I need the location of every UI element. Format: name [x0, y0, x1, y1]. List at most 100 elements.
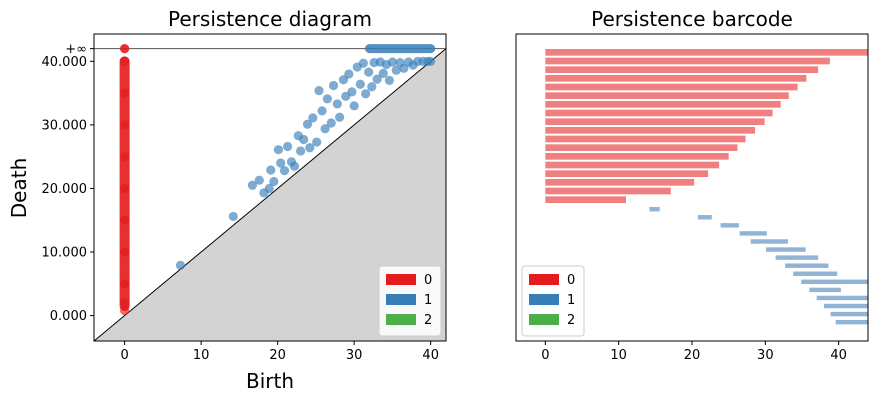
diagram-title: Persistence diagram — [168, 7, 372, 31]
diagram-x-tick-label-3: 30 — [346, 348, 363, 363]
barcode-legend-label-1: 1 — [567, 293, 575, 308]
barcode-bar-dim1-13 — [830, 311, 868, 317]
diagram-y-tick-label-2: 20.000 — [42, 182, 88, 197]
barcode-bar-dim0-2 — [545, 66, 819, 73]
barcode-bar-dim0-11 — [545, 144, 738, 151]
diagram-point-dim1-17 — [302, 119, 313, 129]
diagram-legend-swatch-1 — [386, 294, 416, 305]
barcode-legend-label-0: 0 — [567, 273, 575, 288]
barcode-bar-dim1-7 — [785, 263, 829, 268]
barcode-x-tick-label-0: 0 — [541, 348, 549, 363]
barcode-title: Persistence barcode — [591, 7, 793, 31]
diagram-y-tick-label-4: 40.000 — [42, 55, 88, 70]
diagram-point-dim1-23 — [320, 124, 330, 134]
diagram-legend-label-2: 2 — [424, 313, 432, 328]
barcode-bar-dim0-0 — [545, 49, 868, 56]
barcode-bar-dim1-1 — [697, 215, 712, 220]
barcode-bar-dim0-3 — [545, 75, 807, 82]
diagram-point-dim1-1 — [228, 211, 238, 222]
diagram-point-dim0-0 — [120, 305, 130, 316]
barcode-bar-dim1-5 — [766, 247, 806, 252]
diagram-point-dim0-3 — [120, 247, 130, 257]
diagram-y-tick-label-infinity: +∞ — [65, 42, 87, 57]
diagram-point-dim1-45 — [384, 75, 394, 85]
diagram-y-tick-label-0: 0.000 — [50, 309, 87, 324]
barcode-legend-swatch-1 — [529, 294, 559, 305]
diagram-y-axis-label: Death — [7, 158, 31, 218]
diagram-point-dim1-18 — [305, 143, 315, 153]
diagram-point-dim1-32 — [347, 87, 357, 97]
diagram-point-dim0-8 — [120, 88, 130, 98]
barcode-x-tick-label-1: 10 — [610, 348, 627, 363]
barcode-bar-dim0-4 — [545, 83, 798, 91]
barcode-bar-dim0-1 — [545, 57, 830, 65]
diagram-point-dim1-2 — [247, 180, 257, 190]
diagram-y-tick-label-3: 30.000 — [42, 118, 88, 133]
diagram-point-dim1-16 — [299, 134, 309, 145]
barcode-bar-dim0-14 — [545, 170, 709, 177]
diagram-point-dim1-6 — [266, 165, 276, 175]
diagram-point-dim1-41 — [372, 74, 382, 84]
diagram-point-dim1-3 — [254, 175, 264, 185]
barcode-x-tick-label-3: 30 — [757, 348, 774, 363]
diagram-point-dim1-43 — [378, 68, 388, 79]
barcode-bar-dim0-9 — [545, 127, 756, 134]
barcode-bar-dim1-2 — [720, 223, 739, 228]
barcode-legend-label-2: 2 — [567, 313, 575, 328]
diagram-x-tick-label-2: 20 — [269, 348, 286, 363]
diagram-point-dim1-47 — [391, 65, 401, 75]
diagram-point-dim1-55 — [426, 56, 436, 66]
diagram-point-dim1-27 — [332, 99, 342, 109]
diagram-point-dim1-13 — [289, 161, 300, 171]
barcode-bar-dim1-3 — [739, 231, 767, 236]
diagram-point-dim0-6 — [120, 152, 130, 162]
diagram-point-dim1-20 — [312, 137, 322, 147]
diagram-point-dim1-33 — [349, 101, 359, 111]
diagram-x-tick-label-0: 0 — [120, 348, 128, 363]
diagram-point-dim0-2 — [120, 279, 130, 289]
diagram-point-dim1-38 — [364, 67, 374, 77]
diagram-inf-point-dim0-0 — [120, 44, 130, 54]
barcode-bar-dim1-0 — [649, 207, 660, 212]
diagram-point-dim1-35 — [355, 79, 365, 89]
diagram-point-dim1-26 — [328, 80, 339, 91]
diagram-point-dim1-37 — [361, 89, 371, 99]
barcode-x-ticks: 0 10 20 30 40 — [541, 341, 847, 363]
diagram-point-dim1-0 — [175, 260, 186, 270]
barcode-bar-dim0-15 — [545, 179, 695, 186]
barcode-bar-dim0-5 — [545, 92, 789, 99]
diagram-point-dim1-49 — [399, 63, 409, 73]
diagram-point-dim1-28 — [335, 112, 345, 122]
diagram-legend-label-1: 1 — [424, 293, 432, 308]
barcode-bar-dim1-12 — [824, 303, 868, 309]
diagram-point-dim1-11 — [283, 141, 293, 152]
barcode-legend-swatch-0 — [529, 274, 559, 285]
barcode-bars — [545, 49, 868, 325]
diagram-point-dim1-5 — [264, 183, 274, 194]
barcode-bar-dim0-8 — [545, 118, 765, 125]
diagram-point-dim1-19 — [308, 113, 318, 123]
diagram-point-dim0-7 — [120, 120, 130, 130]
barcode-bar-dim0-17 — [545, 196, 626, 203]
diagram-point-dim1-39 — [367, 82, 377, 92]
diagram-point-dim1-15 — [296, 146, 306, 156]
barcode-bar-dim1-4 — [750, 239, 789, 244]
diagram-point-dim1-24 — [322, 94, 332, 104]
diagram-legend-swatch-2 — [386, 314, 416, 325]
barcode-bar-dim1-11 — [816, 295, 868, 301]
diagram-x-ticks: 0 10 20 30 40 — [120, 341, 439, 363]
diagram-point-dim0-1 — [120, 298, 130, 308]
barcode-legend-swatch-2 — [529, 314, 559, 325]
diagram-point-dim1-31 — [344, 69, 354, 79]
persistence-barcode: 0 10 20 30 40 Persistence barcode 0 1 2 — [515, 7, 869, 363]
diagram-point-dim1-21 — [314, 85, 324, 96]
diagram-point-dim1-22 — [317, 106, 327, 116]
barcode-bar-dim1-10 — [809, 287, 841, 293]
diagram-point-dim1-7 — [269, 176, 279, 187]
barcode-bar-dim1-6 — [775, 255, 819, 260]
barcode-bar-dim0-10 — [545, 135, 746, 143]
barcode-bar-dim1-14 — [835, 319, 868, 325]
diagram-point-dim1-8 — [273, 145, 284, 155]
diagram-y-tick-label-1: 10.000 — [42, 246, 88, 261]
